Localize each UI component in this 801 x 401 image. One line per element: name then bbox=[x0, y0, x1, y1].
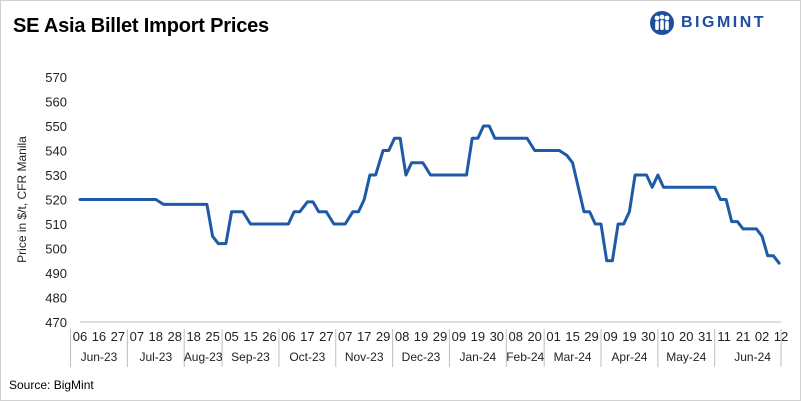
x-tick-label: 19 bbox=[414, 329, 428, 344]
month-label: Oct-23 bbox=[289, 350, 325, 364]
month-label: Sep-23 bbox=[231, 350, 270, 364]
y-tick-label: 570 bbox=[45, 70, 67, 85]
x-tick-label: 25 bbox=[205, 329, 219, 344]
x-tick-label: 20 bbox=[527, 329, 541, 344]
price-series-line bbox=[78, 124, 781, 265]
x-tick-label: 19 bbox=[622, 329, 636, 344]
x-tick-label: 26 bbox=[262, 329, 276, 344]
x-tick-label: 21 bbox=[736, 329, 750, 344]
x-tick-label: 29 bbox=[433, 329, 447, 344]
month-label: Dec-23 bbox=[402, 350, 441, 364]
x-tick-label: 19 bbox=[471, 329, 485, 344]
y-tick-label: 500 bbox=[45, 242, 67, 257]
x-tick-label: 27 bbox=[111, 329, 125, 344]
x-tick-label: 15 bbox=[243, 329, 257, 344]
x-tick-label: 18 bbox=[149, 329, 163, 344]
x-tick-label: 17 bbox=[300, 329, 314, 344]
x-tick-label: 16 bbox=[92, 329, 106, 344]
month-label: Apr-24 bbox=[611, 350, 647, 364]
brand-logo: BIGMINT bbox=[649, 8, 789, 38]
x-tick-label: 18 bbox=[186, 329, 200, 344]
month-label: Aug-23 bbox=[184, 350, 223, 364]
x-tick-label: 29 bbox=[584, 329, 598, 344]
month-label: Jun-23 bbox=[81, 350, 118, 364]
y-axis-label: Price in $/t, CFR Manila bbox=[15, 136, 29, 263]
chart-title: SE Asia Billet Import Prices bbox=[13, 15, 269, 37]
x-tick-label: 08 bbox=[509, 329, 523, 344]
x-tick-label: 07 bbox=[338, 329, 352, 344]
x-tick-label: 28 bbox=[167, 329, 181, 344]
y-tick-label: 530 bbox=[45, 168, 67, 183]
month-label: Mar-24 bbox=[554, 350, 592, 364]
x-axis: 06 16 27 07 18 28 18 25 05 15 26 06 17 27 07 17 29 08 19 29… bbox=[70, 321, 788, 367]
x-tick-label: 15 bbox=[565, 329, 579, 344]
month-label: May-24 bbox=[666, 350, 706, 364]
y-tick-label: 490 bbox=[45, 266, 67, 281]
x-tick-label: 05 bbox=[224, 329, 238, 344]
y-tick-label: 480 bbox=[45, 291, 67, 306]
y-axis: 470 480 490 500 510 520 530 540 550 560 570 Price i… bbox=[15, 70, 67, 330]
y-tick-label: 520 bbox=[45, 193, 67, 208]
x-tick-label: 07 bbox=[130, 329, 144, 344]
x-tick-label: 09 bbox=[603, 329, 617, 344]
y-tick-label: 560 bbox=[45, 95, 67, 110]
y-tick-label: 510 bbox=[45, 217, 67, 232]
plot-area bbox=[78, 124, 781, 265]
month-label: Jan-24 bbox=[460, 350, 497, 364]
x-tick-label: 31 bbox=[698, 329, 712, 344]
y-tick-label: 470 bbox=[45, 315, 67, 330]
x-tick-label: 08 bbox=[395, 329, 409, 344]
bigmint-people-icon bbox=[650, 11, 674, 35]
month-label: Nov-23 bbox=[345, 350, 384, 364]
brand-name: BIGMINT bbox=[681, 14, 767, 31]
x-tick-label: 11 bbox=[717, 329, 731, 344]
x-tick-label: 29 bbox=[376, 329, 390, 344]
x-tick-label: 10 bbox=[660, 329, 674, 344]
y-tick-label: 550 bbox=[45, 119, 67, 134]
month-label: Feb-24 bbox=[506, 350, 544, 364]
month-label: Jun-24 bbox=[734, 350, 771, 364]
source-note: Source: BigMint bbox=[9, 378, 94, 392]
month-label: Jul-23 bbox=[139, 350, 172, 364]
x-tick-label: 20 bbox=[679, 329, 693, 344]
y-tick-label: 540 bbox=[45, 144, 67, 159]
x-tick-label: 06 bbox=[73, 329, 87, 344]
x-tick-label: 27 bbox=[319, 329, 333, 344]
x-tick-label: 09 bbox=[452, 329, 466, 344]
x-tick-label: 30 bbox=[641, 329, 655, 344]
x-tick-label: 30 bbox=[490, 329, 504, 344]
x-tick-label: 02 bbox=[755, 329, 769, 344]
x-tick-label: 06 bbox=[281, 329, 295, 344]
x-tick-label: 17 bbox=[357, 329, 371, 344]
x-tick-label: 01 bbox=[546, 329, 560, 344]
